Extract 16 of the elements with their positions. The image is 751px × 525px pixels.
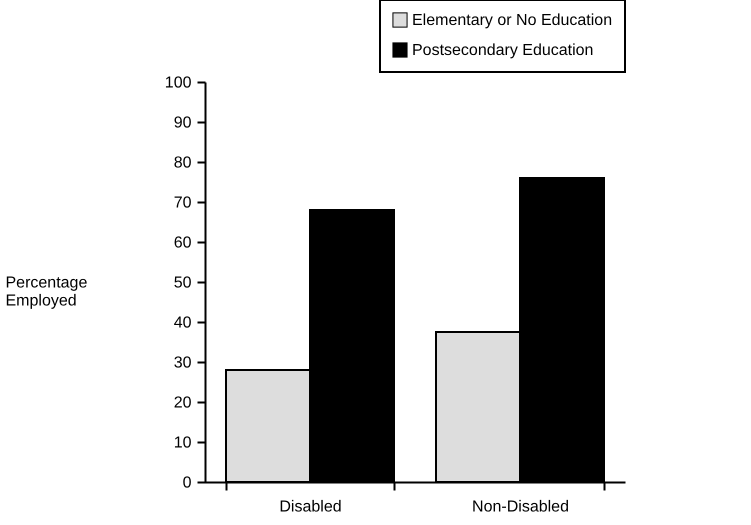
legend-label: Elementary or No Education [412,12,612,29]
y-tick-label: 20 [174,394,192,412]
y-tick-label: 40 [174,314,192,332]
y-tick-label: 80 [174,154,192,172]
y-tick-label: 50 [174,274,192,292]
y-axis-title: Percentage Employed [6,274,88,310]
y-tick-label: 90 [174,114,192,132]
x-tick-label: Non-Disabled [472,498,569,516]
y-tick-label: 100 [164,74,192,92]
x-tick-label: Disabled [279,498,342,516]
legend-label: Postsecondary Education [412,42,594,59]
y-tick-label: 0 [182,474,192,492]
y-tick-label: 30 [174,354,192,372]
y-tick-label: 60 [174,234,192,252]
y-tick-label: 70 [174,194,192,212]
y-tick-label: 10 [174,434,192,452]
